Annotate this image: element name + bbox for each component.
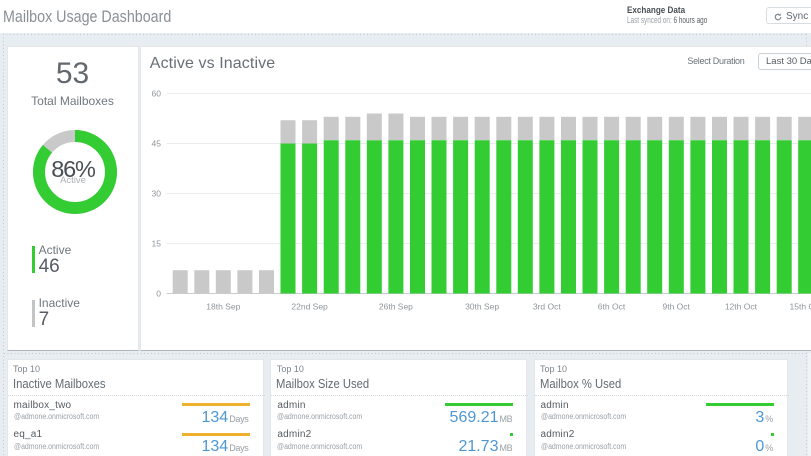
- svg-text:18th Sep: 18th Sep: [206, 302, 240, 312]
- svg-text:60: 60: [151, 89, 161, 99]
- svg-text:15th Oct: 15th Oct: [789, 302, 811, 312]
- svg-text:0: 0: [156, 289, 161, 299]
- svg-text:6th Oct: 6th Oct: [597, 302, 625, 312]
- svg-text:3rd Oct: 3rd Oct: [532, 302, 561, 312]
- svg-text:9th Oct: 9th Oct: [662, 302, 690, 312]
- svg-text:15: 15: [151, 239, 161, 249]
- svg-text:12th Oct: 12th Oct: [724, 302, 757, 312]
- svg-text:30: 30: [151, 189, 161, 199]
- svg-text:22nd Sep: 22nd Sep: [291, 302, 328, 312]
- svg-text:30th Sep: 30th Sep: [465, 302, 499, 312]
- svg-text:26th Sep: 26th Sep: [378, 302, 412, 312]
- svg-text:45: 45: [151, 139, 161, 149]
